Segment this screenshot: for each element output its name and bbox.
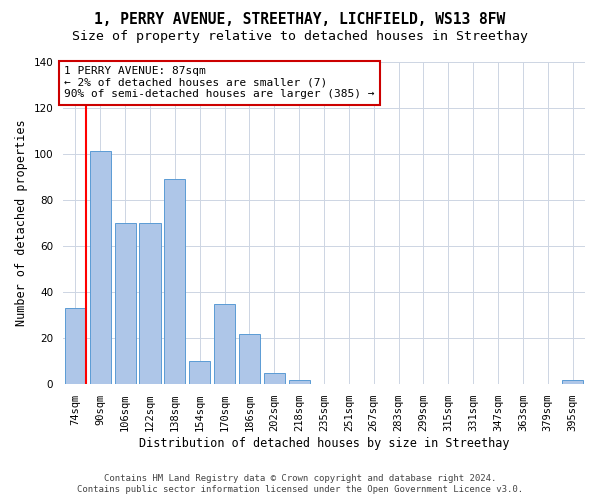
X-axis label: Distribution of detached houses by size in Streethay: Distribution of detached houses by size … [139,437,509,450]
Bar [264,372,285,384]
Bar [289,380,310,384]
Bar [239,334,260,384]
Bar [90,152,111,384]
Text: Size of property relative to detached houses in Streethay: Size of property relative to detached ho… [72,30,528,43]
Bar [562,380,583,384]
Text: 1, PERRY AVENUE, STREETHAY, LICHFIELD, WS13 8FW: 1, PERRY AVENUE, STREETHAY, LICHFIELD, W… [94,12,506,28]
Bar [65,308,86,384]
Y-axis label: Number of detached properties: Number of detached properties [15,120,28,326]
Bar [139,223,161,384]
Bar [189,361,210,384]
Bar [115,223,136,384]
Text: Contains HM Land Registry data © Crown copyright and database right 2024.
Contai: Contains HM Land Registry data © Crown c… [77,474,523,494]
Text: 1 PERRY AVENUE: 87sqm
← 2% of detached houses are smaller (7)
90% of semi-detach: 1 PERRY AVENUE: 87sqm ← 2% of detached h… [64,66,375,100]
Bar [164,179,185,384]
Bar [214,304,235,384]
